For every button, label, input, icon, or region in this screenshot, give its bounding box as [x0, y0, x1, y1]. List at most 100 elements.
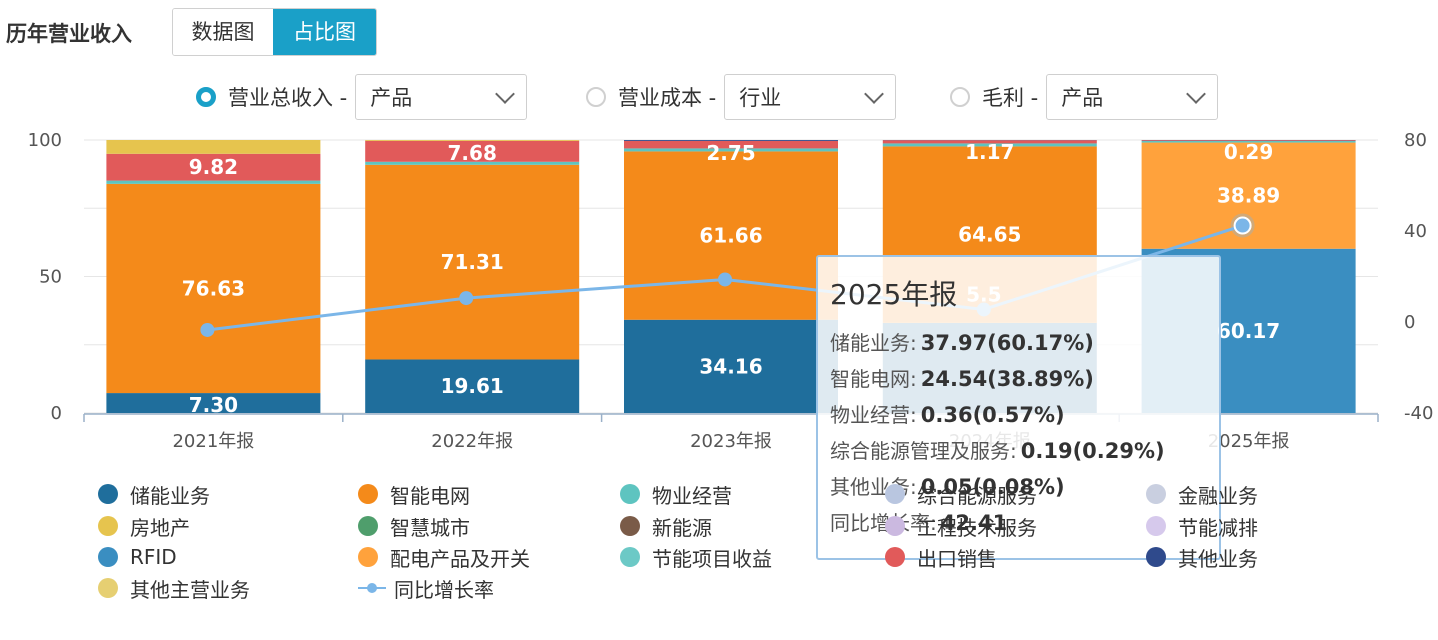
view-tabs: 数据图 占比图 [172, 8, 377, 56]
legend-item[interactable]: 房地产 [98, 512, 190, 540]
legend-item[interactable]: 智能电网 [358, 480, 470, 508]
y-tick-label: 100 [28, 130, 62, 151]
bar-data-label: 1.17 [965, 140, 1014, 164]
tab-ratio-chart[interactable]: 占比图 [273, 9, 376, 55]
legend-dot-icon [358, 547, 378, 567]
filter-gross-profit[interactable]: 毛利 - 产品 [950, 74, 1219, 120]
bar-segment [365, 359, 580, 413]
bar-segment [365, 164, 580, 360]
radio-unchecked-icon[interactable] [586, 87, 606, 107]
legend-dot-icon [98, 516, 118, 536]
legend-label: 房地产 [130, 515, 190, 540]
bar-data-label: 71.31 [441, 250, 504, 274]
bar-data-label: 64.65 [958, 223, 1021, 247]
legend-item[interactable]: 配电产品及开关 [358, 543, 530, 571]
tooltip-value: 37.97(60.17%) [920, 331, 1094, 355]
line-marker-icon [358, 578, 386, 598]
legend-label: 配电产品及开关 [390, 546, 530, 571]
bar-data-label: 0.29 [1224, 140, 1273, 164]
bar-segment [624, 319, 838, 413]
bar-data-label: 34.16 [699, 354, 762, 378]
tooltip-label: 综合能源管理及服务: [830, 439, 1017, 463]
legend-label: 同比增长率 [394, 577, 494, 602]
tooltip-label: 同比增长率: [830, 511, 937, 535]
bar-segment [106, 180, 321, 184]
legend-item[interactable]: 其他业务 [1146, 543, 1258, 571]
legend-item[interactable]: 综合能源服务 [885, 480, 1037, 508]
growth-point [718, 272, 732, 287]
dimension-select[interactable]: 产品 [1046, 74, 1219, 120]
tooltip-value: 24.54(38.89%) [920, 367, 1094, 391]
legend-item[interactable]: 节能减排 [1146, 512, 1258, 540]
radio-checked-icon[interactable] [196, 87, 216, 107]
x-tick-label: 2021年报 [172, 431, 254, 452]
growth-point [459, 291, 474, 306]
legend-dot-icon [358, 484, 378, 504]
radio-unchecked-icon[interactable] [950, 87, 970, 107]
legend-item[interactable]: 智慧城市 [358, 512, 470, 540]
legend-label: 节能减排 [1178, 515, 1258, 540]
bar-segment [624, 151, 838, 320]
bar-data-label: 60.17 [1217, 319, 1280, 343]
tooltip-row: 其他业务: 0.05(0.08%) [830, 469, 1207, 505]
growth-point [200, 322, 215, 337]
legend-dot-icon [1146, 547, 1166, 567]
bar-data-label: 61.66 [699, 224, 762, 248]
bar-data-label: 19.61 [441, 374, 504, 398]
legend-item[interactable]: 节能项目收益 [620, 543, 772, 571]
legend-label: 节能项目收益 [652, 546, 772, 571]
y-tick-label: 0 [51, 403, 62, 424]
legend-label: 工程技术服务 [917, 515, 1037, 540]
legend-label: 出口销售 [917, 546, 997, 571]
legend-label: 新能源 [652, 515, 712, 540]
filter-total-revenue[interactable]: 营业总收入 - 产品 [196, 74, 528, 120]
select-value: 产品 [370, 86, 413, 110]
legend-item[interactable]: 工程技术服务 [885, 512, 1037, 540]
bar-segment [882, 140, 1097, 144]
bar-segment [106, 140, 321, 154]
legend-label: 其他业务 [1178, 546, 1258, 571]
legend-dot-icon [620, 516, 640, 536]
legend-label: 智慧城市 [390, 515, 470, 540]
legend-item[interactable]: 物业经营 [620, 480, 732, 508]
filter-label: 营业成本 - [618, 86, 717, 110]
legend-item[interactable]: 储能业务 [98, 480, 210, 508]
tooltip-label: 储能业务: [830, 331, 917, 355]
legend-label: 综合能源服务 [917, 483, 1037, 508]
legend-label: 智能电网 [390, 483, 470, 508]
legend-dot-icon [1146, 516, 1166, 536]
growth-point [1233, 216, 1252, 235]
tooltip-row: 智能电网: 24.54(38.89%) [830, 361, 1207, 397]
y2-tick-label: -40 [1404, 403, 1433, 424]
bar-data-label: 38.89 [1217, 184, 1280, 208]
bar-data-label: 76.63 [182, 276, 245, 300]
legend-item[interactable]: 同比增长率 [358, 574, 494, 602]
legend-item[interactable]: 金融业务 [1146, 480, 1258, 508]
legend-label: 金融业务 [1178, 483, 1258, 508]
legend-item[interactable]: 出口销售 [885, 543, 997, 571]
bar-segment [624, 140, 838, 141]
legend-item[interactable]: 其他主营业务 [98, 574, 250, 602]
x-tick-label: 2022年报 [431, 431, 513, 452]
tab-data-chart[interactable]: 数据图 [173, 9, 273, 55]
y-tick-label: 50 [39, 267, 62, 288]
dimension-select[interactable]: 行业 [724, 74, 897, 120]
bar-segment [365, 161, 580, 165]
legend-dot-icon [620, 484, 640, 504]
bar-segment [106, 153, 321, 181]
page-title: 历年营业收入 [6, 22, 132, 46]
dimension-select[interactable]: 产品 [355, 74, 528, 120]
y2-tick-label: 0 [1404, 312, 1415, 333]
bar-data-label: 7.68 [448, 141, 497, 165]
filter-operating-cost[interactable]: 营业成本 - 行业 [586, 74, 897, 120]
select-value: 产品 [1061, 86, 1104, 110]
legend-dot-icon [98, 578, 118, 598]
legend-item[interactable]: RFID [98, 543, 177, 571]
legend-item[interactable]: 新能源 [620, 512, 712, 540]
bar-segment [1141, 141, 1356, 143]
bar-segment [1141, 140, 1356, 142]
legend-dot-icon [98, 484, 118, 504]
legend-dot-icon [98, 547, 118, 567]
legend-dot-icon [885, 516, 905, 536]
